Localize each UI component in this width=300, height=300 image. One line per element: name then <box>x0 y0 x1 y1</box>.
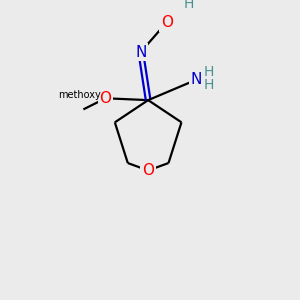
Text: O: O <box>161 15 173 30</box>
Text: H: H <box>204 65 214 80</box>
Text: N: N <box>135 44 146 59</box>
Text: O: O <box>100 91 112 106</box>
Text: N: N <box>190 72 202 87</box>
Text: O: O <box>142 163 154 178</box>
Text: H: H <box>184 0 194 11</box>
Text: H: H <box>204 78 214 92</box>
Text: methoxy: methoxy <box>58 90 101 100</box>
